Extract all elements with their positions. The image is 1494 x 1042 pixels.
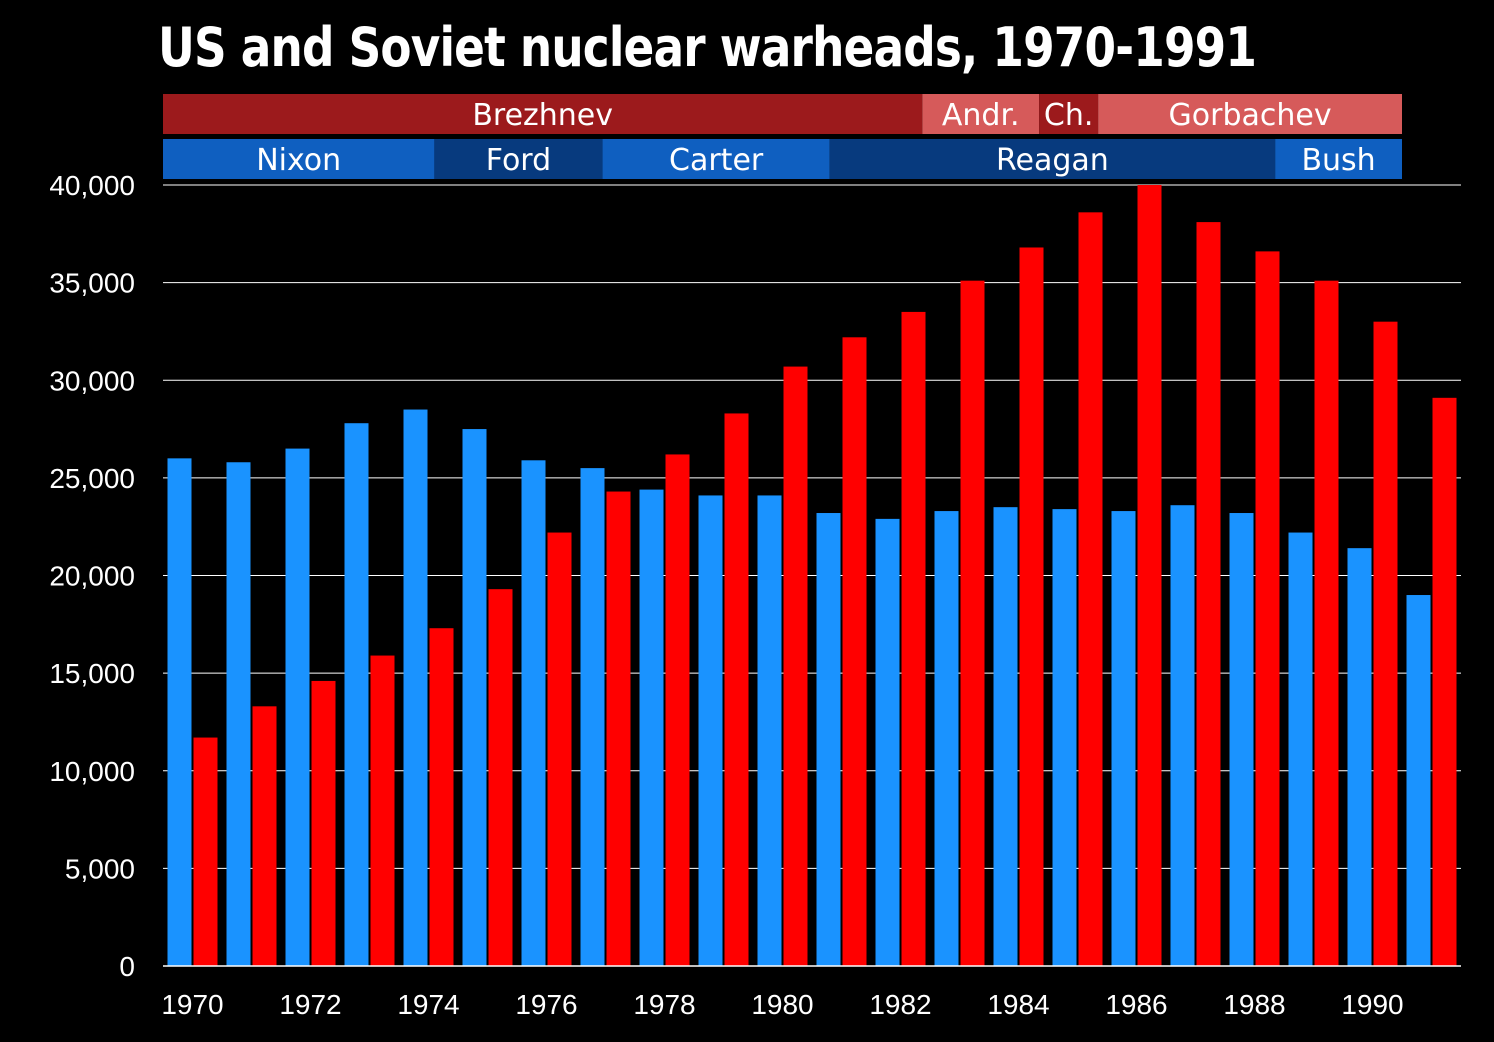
bar-soviet-1974 bbox=[429, 628, 454, 966]
y-tick-label: 15,000 bbox=[49, 658, 135, 689]
x-tick-label: 1982 bbox=[869, 989, 931, 1020]
x-tick-label: 1980 bbox=[751, 989, 813, 1020]
bar-soviet-1981 bbox=[842, 337, 867, 966]
soviet-leader-label: Brezhnev bbox=[472, 98, 613, 133]
x-tick-label: 1972 bbox=[279, 989, 341, 1020]
soviet-band-gorbachev bbox=[1098, 94, 1402, 134]
x-tick-label: 1970 bbox=[161, 989, 223, 1020]
bar-soviet-1975 bbox=[488, 589, 513, 966]
y-tick-label: 10,000 bbox=[49, 756, 135, 787]
us-band-carter bbox=[602, 139, 830, 179]
bar-us-1991 bbox=[1406, 595, 1431, 966]
bar-soviet-1984 bbox=[1019, 247, 1044, 967]
soviet-band-ch bbox=[1039, 94, 1099, 134]
x-tick-label: 1984 bbox=[987, 989, 1049, 1020]
axes: 0 5,000 10,000 15,000 20,000 25,000 30,000 35,0… bbox=[49, 170, 1461, 1020]
bar-us-1975 bbox=[462, 429, 487, 966]
bar-us-1971 bbox=[226, 462, 251, 966]
y-tick-label: 30,000 bbox=[49, 365, 135, 396]
bar-soviet-1979 bbox=[724, 413, 749, 966]
chart-title: US and Soviet nuclear warheads, 1970-199… bbox=[158, 16, 1257, 79]
x-tick-label: 1974 bbox=[397, 989, 459, 1020]
us-leader-label: Carter bbox=[669, 143, 764, 178]
bar-us-1984 bbox=[993, 507, 1018, 966]
bar-soviet-1985 bbox=[1078, 212, 1103, 966]
y-tick-label: 5,000 bbox=[65, 853, 135, 884]
bar-us-1983 bbox=[934, 511, 959, 966]
soviet-leader-label: Ch. bbox=[1044, 98, 1094, 133]
us-band-reagan bbox=[829, 139, 1276, 179]
soviet-band-brezhnev bbox=[163, 94, 923, 134]
y-tick-label: 40,000 bbox=[49, 170, 135, 201]
y-tick-label: 25,000 bbox=[49, 463, 135, 494]
bar-us-1987 bbox=[1170, 505, 1195, 966]
x-tick-label: 1976 bbox=[515, 989, 577, 1020]
bar-soviet-1970 bbox=[193, 737, 218, 966]
bar-soviet-1971 bbox=[252, 706, 277, 966]
x-tick-label: 1986 bbox=[1105, 989, 1167, 1020]
bars bbox=[167, 185, 1457, 967]
x-tick-label: 1990 bbox=[1341, 989, 1403, 1020]
bar-soviet-1991 bbox=[1432, 397, 1457, 966]
bar-soviet-1989 bbox=[1314, 280, 1339, 966]
bar-us-1982 bbox=[875, 518, 900, 966]
bar-soviet-1982 bbox=[901, 311, 926, 967]
y-tick-label: 0 bbox=[119, 951, 135, 982]
us-leader-label: Bush bbox=[1301, 143, 1375, 178]
bar-us-1970 bbox=[167, 458, 192, 966]
bar-soviet-1990 bbox=[1373, 321, 1398, 966]
bar-us-1989 bbox=[1288, 532, 1313, 966]
bar-us-1985 bbox=[1052, 509, 1077, 966]
bar-soviet-1973 bbox=[370, 655, 395, 966]
bar-soviet-1977 bbox=[606, 491, 631, 966]
bar-us-1979 bbox=[698, 495, 723, 966]
us-leader-label: Ford bbox=[486, 143, 551, 178]
bar-us-1972 bbox=[285, 448, 310, 966]
bar-us-1976 bbox=[521, 460, 546, 966]
bar-us-1978 bbox=[639, 489, 664, 966]
us-band-nixon bbox=[163, 139, 435, 179]
bar-soviet-1978 bbox=[665, 454, 690, 966]
bar-soviet-1976 bbox=[547, 532, 572, 966]
bar-soviet-1988 bbox=[1255, 251, 1280, 966]
bar-us-1981 bbox=[816, 513, 841, 966]
bar-us-1988 bbox=[1229, 513, 1254, 966]
y-tick-label: 35,000 bbox=[49, 268, 135, 299]
bar-us-1973 bbox=[344, 423, 369, 967]
bar-soviet-1980 bbox=[783, 366, 808, 966]
bar-soviet-1972 bbox=[311, 680, 336, 966]
bar-us-1990 bbox=[1347, 548, 1372, 966]
x-tick-label: 1988 bbox=[1223, 989, 1285, 1020]
x-tick-label: 1978 bbox=[633, 989, 695, 1020]
bar-us-1974 bbox=[403, 409, 428, 967]
leader-bands: Brezhnev Andr. Ch. Gorbachev Nixon Ford Carter… bbox=[163, 94, 1402, 179]
soviet-leader-label: Gorbachev bbox=[1169, 98, 1332, 133]
us-leader-label: Nixon bbox=[256, 143, 341, 178]
soviet-band-andr bbox=[922, 94, 1040, 134]
y-tick-label: 20,000 bbox=[49, 561, 135, 592]
soviet-leader-label: Andr. bbox=[942, 98, 1020, 133]
us-band-bush bbox=[1275, 139, 1402, 179]
us-band-ford bbox=[434, 139, 603, 179]
bar-soviet-1987 bbox=[1196, 222, 1221, 966]
bar-soviet-1986 bbox=[1137, 185, 1162, 966]
bar-soviet-1983 bbox=[960, 280, 985, 966]
bar-us-1980 bbox=[757, 495, 782, 966]
us-leader-label: Reagan bbox=[996, 143, 1109, 178]
bar-us-1977 bbox=[580, 468, 605, 966]
bar-us-1986 bbox=[1111, 511, 1136, 966]
